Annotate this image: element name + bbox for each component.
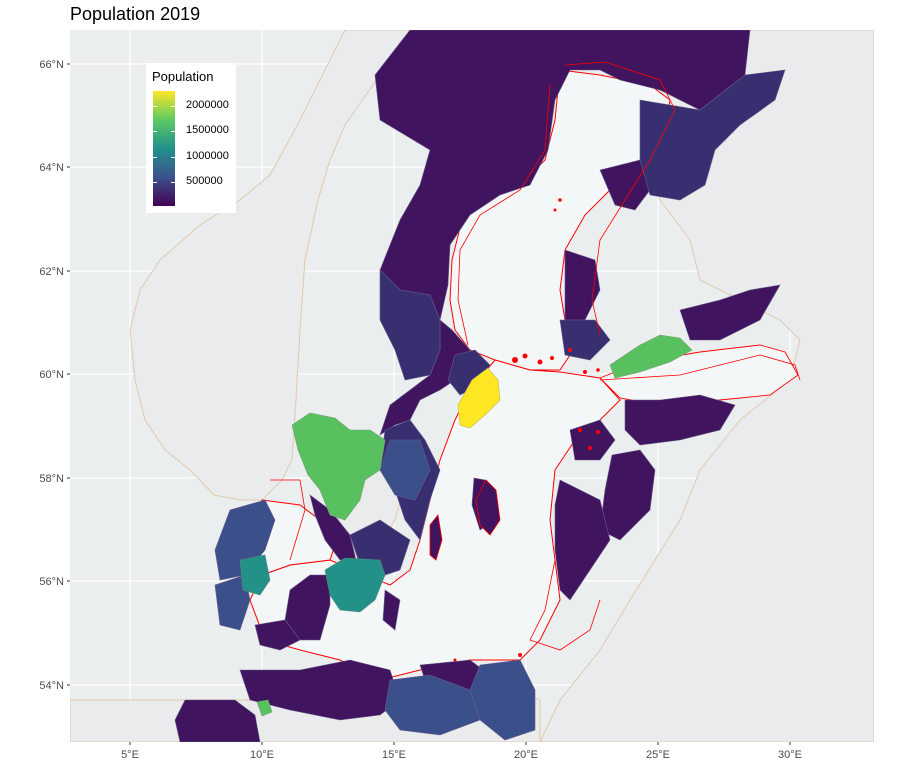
y-tick-label: 66°N [39,59,64,71]
regions-low [174,30,781,742]
legend-tick-label: 1000000 [186,150,229,162]
x-tick-label: 10°E [250,749,274,761]
island-gotland [475,479,501,536]
regions-mid [214,439,536,741]
legend-tick-label: 1500000 [186,124,229,136]
archipelago-dots [453,198,600,662]
x-tick-label: 25°E [646,749,670,761]
x-axis-labels: 5°E 10°E 15°E 20°E 25°E 30°E [121,749,802,761]
legend-tick-label: 2000000 [186,99,229,111]
y-axis-labels: 66°N 64°N 62°N 60°N 58°N 56°N 54°N [39,59,64,692]
x-tick-label: 20°E [514,749,538,761]
eez-boundaries [270,61,801,651]
legend-tickmark [153,157,175,158]
island-oland [429,514,443,561]
legend: Population 2000000 1500000 1000000 50000… [146,63,236,213]
y-tick-label: 54°N [39,680,64,692]
x-tick-label: 15°E [382,749,406,761]
y-tick-label: 60°N [39,369,64,381]
legend-tickmark [153,182,175,183]
y-tick-label: 58°N [39,473,64,485]
x-tick-label: 5°E [121,749,139,761]
chart-title: Population 2019 [70,4,201,24]
region-stockholm [457,367,501,429]
legend-colorbar [153,91,175,206]
legend-tick-label: 500000 [186,175,223,187]
axis-ticks [67,63,791,745]
y-tick-label: 56°N [39,576,64,588]
legend-tickmark [153,131,175,132]
legend-tickmark [153,106,175,107]
regions-green [256,334,693,717]
regions-teal [239,554,386,613]
y-tick-label: 64°N [39,162,64,174]
legend-title: Population [152,69,214,84]
land-east [539,30,874,742]
x-tick-label: 30°E [778,749,802,761]
y-tick-label: 62°N [39,266,64,278]
